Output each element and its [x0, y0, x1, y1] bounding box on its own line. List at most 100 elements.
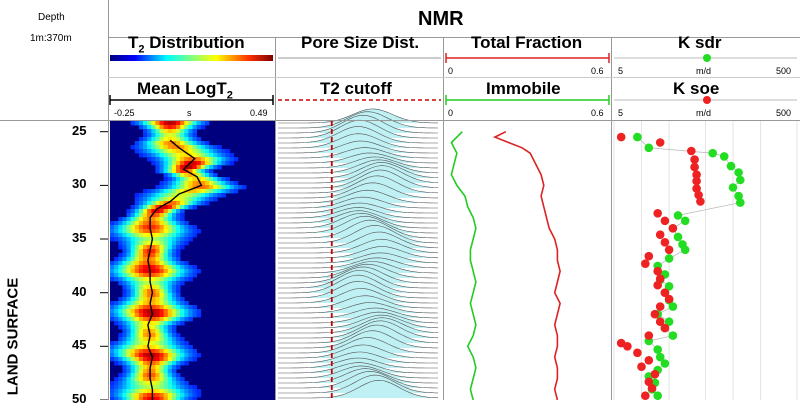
- t2-heatmap-cell: [184, 265, 189, 270]
- depth-scale: 1m:370m: [30, 33, 72, 44]
- t2-heatmap-cell: [184, 309, 189, 314]
- t2-heatmap-cell: [134, 261, 140, 266]
- t2-heatmap-cell: [134, 365, 140, 370]
- t2-heatmap-cell: [167, 121, 173, 126]
- t2-heatmap-cell: [200, 173, 206, 178]
- t2-heatmap-cell: [176, 273, 181, 278]
- t2-heatmap-cell: [138, 313, 144, 318]
- t2-heatmap-cell: [159, 209, 164, 214]
- t2-heatmap-cell: [155, 237, 160, 242]
- k-sdr-point: [633, 132, 642, 142]
- t2-heatmap-cell: [180, 309, 185, 314]
- t2-heatmap-cell: [213, 157, 218, 162]
- t2-heatmap-cell: [188, 237, 193, 242]
- k-soe-point: [655, 302, 665, 311]
- t2-heatmap-cell: [213, 161, 218, 166]
- t2-heatmap-cell: [192, 389, 197, 394]
- t2-heatmap-cell: [155, 229, 160, 234]
- t2-heatmap-cell: [143, 369, 148, 374]
- t2-heatmap-cell: [134, 313, 140, 318]
- t2-heatmap-cell: [147, 157, 152, 162]
- t2-heatmap-cell: [114, 225, 119, 230]
- t2-heatmap-cell: [188, 169, 193, 174]
- k-sdr-point: [664, 254, 674, 263]
- t2-heatmap-cell: [204, 153, 210, 158]
- k-sdr-point: [734, 191, 743, 201]
- chart-title: NMR: [418, 8, 464, 30]
- t2-heatmap-cell: [171, 205, 177, 210]
- t2-heatmap-cell: [130, 261, 136, 266]
- t2-heatmap-cell: [155, 257, 160, 262]
- t2-heatmap-cell: [188, 201, 193, 206]
- pore-size-curve: [278, 246, 439, 259]
- t2-heatmap-cell: [192, 393, 197, 398]
- t2-heatmap-cell: [138, 265, 144, 270]
- pore-size-curve: [278, 295, 438, 309]
- t2-heatmap-cell: [130, 305, 136, 310]
- t2-heatmap-cell: [171, 161, 177, 166]
- t2-heatmap-cell: [143, 133, 148, 138]
- pore-size-curve: [278, 114, 438, 134]
- t2-heatmap-cell: [138, 341, 144, 346]
- t2-heatmap-cell: [176, 253, 181, 258]
- t2-heatmap-cell: [163, 349, 169, 354]
- t2-heatmap-cell: [196, 137, 202, 142]
- t2-heatmap-cell: [126, 297, 131, 302]
- t2-heatmap-cell: [196, 309, 202, 314]
- t2-heatmap-cell: [159, 337, 164, 342]
- t2-heatmap-cell: [176, 353, 181, 358]
- t2-heatmap-cell: [118, 277, 123, 282]
- t2-heatmap-cell: [171, 137, 177, 142]
- t2-heatmap-cell: [159, 153, 164, 158]
- t2-heatmap-cell: [138, 221, 144, 226]
- t2-heatmap-cell: [204, 177, 210, 182]
- t2-heatmap-cell: [134, 369, 140, 374]
- t2-heatmap-cell: [134, 121, 140, 126]
- t2-heatmap-cell: [233, 181, 239, 186]
- t2-heatmap-cell: [130, 341, 136, 346]
- k-sdr-point: [653, 345, 662, 354]
- t2-heatmap-cell: [180, 149, 185, 154]
- t2-heatmap-cell: [151, 277, 156, 282]
- k-sdr-point: [668, 331, 678, 340]
- t2-heatmap-cell: [147, 225, 152, 230]
- t2-heatmap-cell: [176, 189, 181, 194]
- t2-heatmap-cell: [184, 381, 189, 386]
- t2-heatmap-cell: [180, 337, 185, 342]
- t2-heatmap-cell: [138, 333, 144, 338]
- t2-heatmap-cell: [143, 293, 148, 298]
- t2-heatmap-cell: [171, 365, 177, 370]
- t2-heatmap-cell: [167, 285, 173, 290]
- t2-heatmap-cell: [176, 177, 181, 182]
- immobile-max-label: 0.6: [591, 108, 604, 118]
- t2-heatmap-cell: [163, 169, 169, 174]
- t2-heatmap-cell: [130, 265, 136, 270]
- t2-heatmap-cell: [143, 129, 148, 134]
- t2-heatmap-cell: [163, 317, 169, 322]
- t2-heatmap-cell: [151, 121, 156, 126]
- t2-heatmap-cell: [171, 389, 177, 394]
- t2-heatmap-cell: [118, 333, 123, 338]
- t2-heatmap-cell: [138, 393, 144, 398]
- t2-heatmap-cell: [143, 265, 148, 270]
- t2-heatmap-cell: [163, 133, 169, 138]
- t2-heatmap-cell: [122, 313, 127, 318]
- t2-heatmap-cell: [163, 125, 169, 130]
- t2-heatmap-cell: [225, 177, 230, 182]
- t2-heatmap-cell: [180, 161, 185, 166]
- pore-size-curve: [278, 111, 439, 129]
- t2-heatmap-cell: [204, 165, 210, 170]
- t2-heatmap-cell: [126, 257, 131, 262]
- t2-cutoff-title: T2 cutoff: [320, 79, 392, 98]
- t2-heatmap-cell: [184, 201, 189, 206]
- t2-heatmap-cell: [138, 213, 144, 218]
- t2-heatmap-cell: [229, 153, 235, 158]
- t2-heatmap-cell: [147, 129, 152, 134]
- t2-heatmap-cell: [221, 181, 226, 186]
- t2-heatmap-cell: [130, 269, 136, 274]
- t2-heatmap-cell: [167, 305, 173, 310]
- t2-heatmap-cell: [167, 217, 173, 222]
- t2-heatmap-cell: [159, 321, 164, 326]
- t2-heatmap-cell: [167, 393, 173, 398]
- t2-heatmap-cell: [134, 321, 140, 326]
